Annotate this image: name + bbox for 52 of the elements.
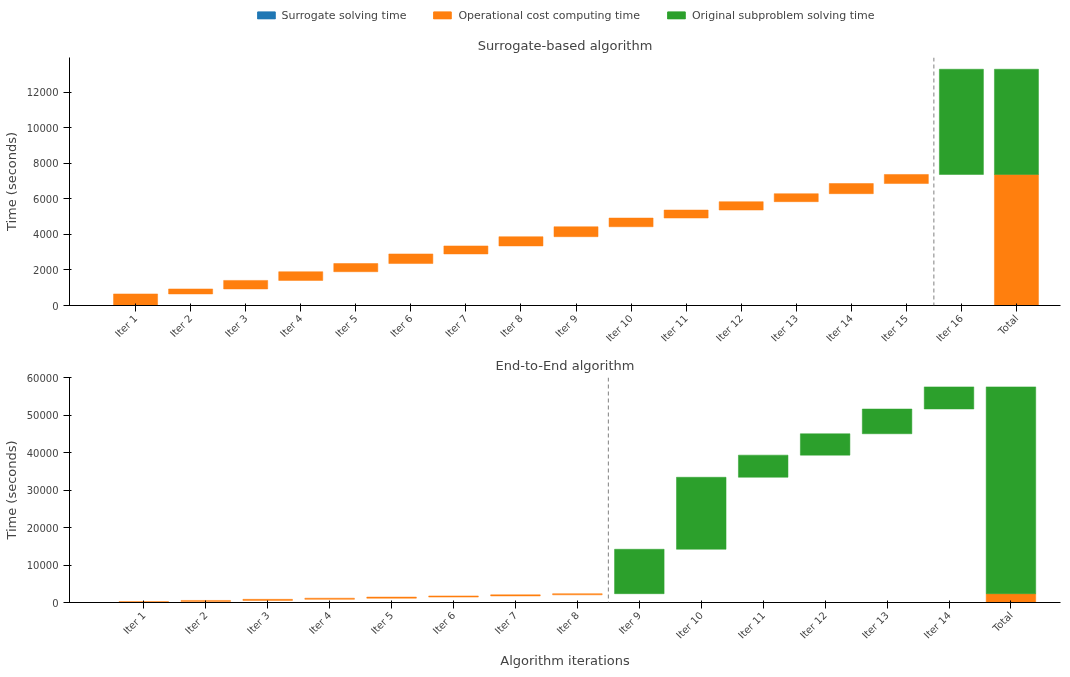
y-tick-label: 30000 [26, 485, 59, 496]
x-tick-label: Iter 5 [333, 312, 360, 340]
legend-label: Original subproblem solving time [691, 8, 875, 22]
x-tick-label: Iter 13 [768, 312, 801, 344]
x-tick-label: Iter 1 [112, 312, 140, 340]
x-tick-label: Iter 3 [222, 312, 250, 340]
y-tick-label: 10000 [26, 122, 59, 134]
y-tick-label: 0 [52, 597, 59, 609]
legend-label: Surrogate solving time [281, 8, 407, 22]
x-tick-label: Iter 10 [603, 312, 635, 344]
x-tick-label: Iter 10 [674, 609, 706, 641]
y-tick-label: 0 [52, 300, 59, 312]
x-tick-label: Iter 9 [616, 609, 644, 637]
x-tick-label: Iter 11 [735, 609, 768, 641]
x-tick-label: Iter 9 [553, 312, 580, 340]
x-tick-label: Iter 14 [921, 609, 953, 641]
x-tick-label: Iter 8 [554, 609, 582, 637]
y-tick-label: 6000 [33, 193, 59, 205]
y-tick-label: 12000 [26, 87, 59, 99]
x-tick-label: Iter 2 [167, 312, 195, 340]
x-tick-label: Iter 12 [713, 312, 746, 344]
x-tick-label: Iter 11 [658, 312, 691, 344]
y-axis-title: Time (seconds) [3, 440, 19, 541]
x-tick-label: Iter 2 [183, 609, 210, 637]
x-tick-label: Iter 6 [430, 609, 458, 637]
x-tick-label: Iter 13 [859, 609, 891, 641]
legend-label: Operational cost computing time [458, 8, 640, 22]
x-tick-label: Iter 5 [368, 609, 396, 637]
chart-title: End-to-End algorithm [495, 357, 635, 373]
x-axis-title: Algorithm iterations [500, 652, 630, 668]
y-tick-label: 50000 [26, 410, 59, 421]
y-axis-title: Time (seconds) [3, 131, 19, 233]
y-tick-label: 2000 [33, 264, 59, 276]
x-tick-label: Iter 8 [498, 312, 525, 340]
x-tick-label: Iter 14 [824, 312, 856, 344]
y-tick-label: 10000 [26, 560, 59, 571]
y-tick-label: 40000 [26, 447, 59, 459]
x-tick-label: Iter 4 [306, 609, 334, 637]
x-tick-label: Iter 3 [244, 609, 272, 637]
x-tick-label: Iter 7 [443, 312, 470, 340]
x-tick-label: Iter 16 [934, 312, 966, 344]
x-tick-label: Iter 4 [277, 312, 305, 340]
y-tick-label: 4000 [33, 229, 59, 241]
chart-title: Surrogate-based algorithm [477, 37, 653, 53]
y-tick-label: 60000 [26, 372, 59, 384]
x-tick-label: Iter 1 [121, 609, 148, 637]
x-tick-label: Iter 7 [492, 609, 520, 637]
y-tick-label: 8000 [33, 158, 59, 170]
y-tick-label: 20000 [26, 522, 59, 534]
x-tick-label: Iter 12 [797, 609, 830, 641]
x-tick-label: Iter 6 [388, 312, 415, 340]
x-tick-label: Iter 15 [879, 312, 911, 344]
